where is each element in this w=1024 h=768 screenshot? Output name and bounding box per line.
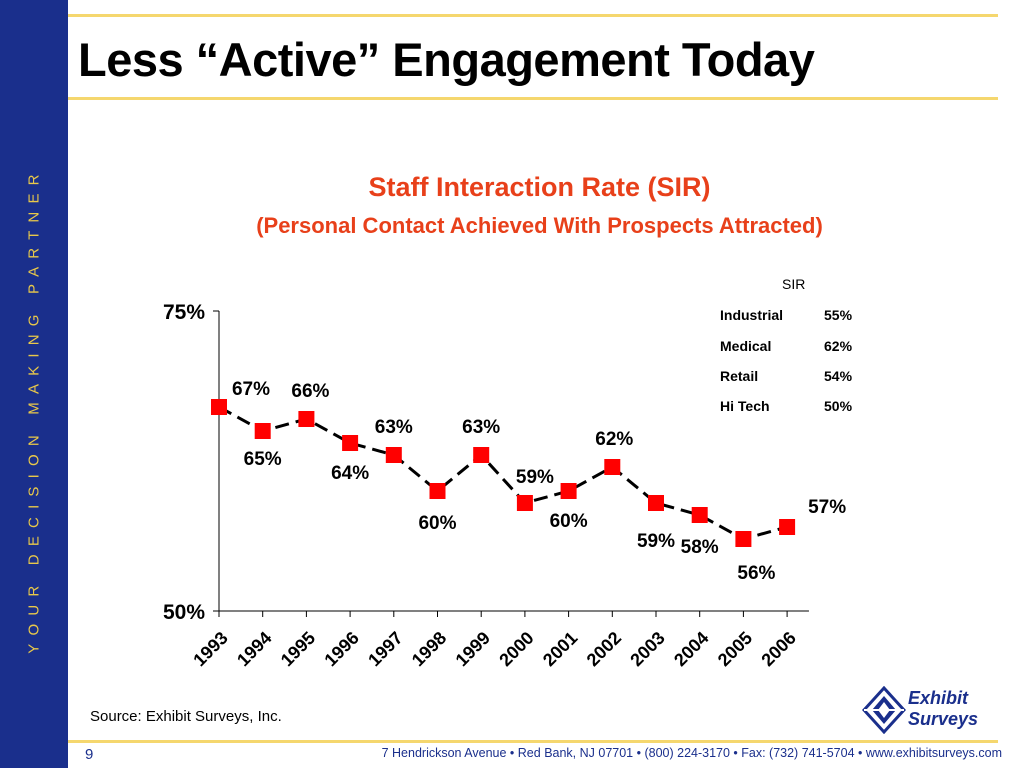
y-tick-label: 75% xyxy=(163,301,205,324)
sir-row-industrial: Industrial 55% xyxy=(720,307,860,325)
data-point-marker xyxy=(779,519,796,535)
data-point-marker xyxy=(560,483,577,499)
data-label: 58% xyxy=(681,537,719,558)
data-label: 60% xyxy=(418,513,456,534)
logo-line-2: Surveys xyxy=(908,709,979,729)
exhibit-surveys-logo: Exhibit Surveys xyxy=(862,686,982,734)
sir-row-name: Industrial xyxy=(720,307,784,323)
y-tick-label: 50% xyxy=(163,601,205,624)
data-point-marker xyxy=(735,531,752,547)
data-point-marker xyxy=(254,423,271,439)
title-underline xyxy=(68,97,998,100)
sir-row-value: 54% xyxy=(824,368,853,384)
data-label: 63% xyxy=(462,417,500,438)
footer-rule xyxy=(68,740,998,743)
x-tick-label: 2000 xyxy=(495,628,537,670)
data-label: 59% xyxy=(637,531,675,552)
sir-row-hi-tech: Hi Tech 50% xyxy=(720,398,860,416)
data-point-marker xyxy=(691,507,708,523)
chart-title: Staff Interaction Rate (SIR) xyxy=(368,172,711,202)
data-label: 66% xyxy=(291,381,329,402)
x-tick-label: 1997 xyxy=(364,628,406,670)
sir-row-name: Hi Tech xyxy=(720,398,770,414)
data-label: 62% xyxy=(595,429,633,450)
data-point-marker xyxy=(342,435,359,451)
data-point-marker xyxy=(429,483,446,499)
logo-wordmark: Exhibit Surveys xyxy=(908,688,978,730)
x-tick-label: 2003 xyxy=(626,628,668,670)
sidebar: YOUR DECISION MAKING PARTNER xyxy=(0,0,68,768)
slide-title: Less “Active” Engagement Today xyxy=(78,33,815,86)
x-tick-label: 2004 xyxy=(670,628,712,670)
footer-contact: 7 Hendrickson Avenue • Red Bank, NJ 0770… xyxy=(381,746,1002,760)
data-point-marker xyxy=(298,411,315,427)
sir-row-medical: Medical 62% xyxy=(720,338,860,356)
data-label: 59% xyxy=(516,467,554,488)
sir-row-name: Retail xyxy=(720,368,759,384)
data-label: 56% xyxy=(737,563,775,584)
x-tick-label: 2006 xyxy=(757,628,799,670)
data-label: 65% xyxy=(244,449,282,470)
x-tick-label: 1994 xyxy=(233,628,275,670)
x-tick-label: 2001 xyxy=(539,628,581,670)
x-tick-label: 2005 xyxy=(714,628,756,670)
x-tick-label: 1999 xyxy=(452,628,494,670)
data-point-marker xyxy=(648,495,664,511)
top-rule xyxy=(68,14,998,17)
exhibit-surveys-logo-icon xyxy=(862,686,906,734)
data-point-marker xyxy=(516,495,533,511)
data-point-marker xyxy=(604,459,621,475)
source-note: Source: Exhibit Surveys, Inc. xyxy=(90,708,282,725)
data-point-marker xyxy=(211,399,227,415)
sir-row-value: 55% xyxy=(824,307,853,323)
data-point-marker xyxy=(473,447,490,463)
logo-line-1: Exhibit xyxy=(908,688,969,708)
x-tick-label: 1995 xyxy=(277,628,319,670)
sir-row-value: 62% xyxy=(824,338,853,354)
data-point-marker xyxy=(385,447,402,463)
sir-row-name: Medical xyxy=(720,338,772,354)
data-label: 60% xyxy=(550,511,588,532)
page-number: 9 xyxy=(85,746,94,763)
sir-row-value: 50% xyxy=(824,398,853,414)
x-tick-label: 1993 xyxy=(189,628,231,670)
data-label: 67% xyxy=(232,379,270,400)
x-tick-label: 1998 xyxy=(408,628,450,670)
data-label: 63% xyxy=(375,417,413,438)
data-label: 57% xyxy=(808,497,846,518)
sir-table-header: SIR xyxy=(782,276,806,292)
data-label: 64% xyxy=(331,463,369,484)
x-tick-label: 2002 xyxy=(583,628,625,670)
sir-row-retail: Retail 54% xyxy=(720,368,860,386)
chart-subtitle: (Personal Contact Achieved With Prospect… xyxy=(256,213,823,238)
x-tick-label: 1996 xyxy=(320,628,362,670)
